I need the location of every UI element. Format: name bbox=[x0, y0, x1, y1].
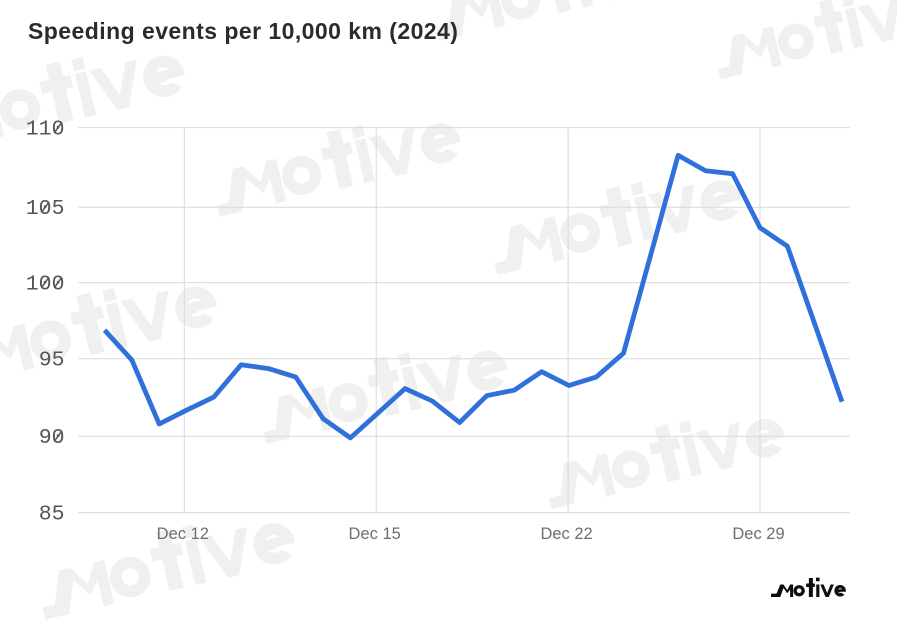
svg-text:90: 90 bbox=[39, 426, 65, 450]
svg-text:100: 100 bbox=[26, 272, 65, 296]
svg-text:Dec 15: Dec 15 bbox=[349, 525, 401, 543]
svg-text:Dec 29: Dec 29 bbox=[732, 525, 784, 543]
svg-text:95: 95 bbox=[39, 349, 65, 373]
svg-text:Dec 12: Dec 12 bbox=[157, 525, 209, 543]
svg-text:85: 85 bbox=[39, 502, 65, 526]
svg-text:105: 105 bbox=[26, 197, 65, 221]
svg-text:Dec 22: Dec 22 bbox=[540, 525, 592, 543]
svg-text:110: 110 bbox=[26, 117, 65, 141]
